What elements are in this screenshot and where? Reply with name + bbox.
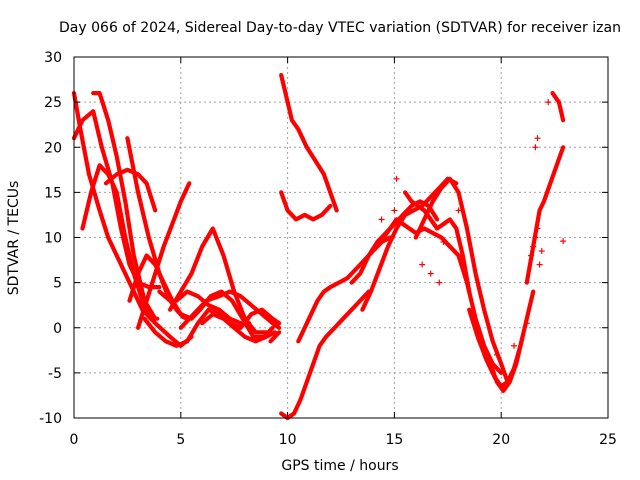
y-tick-label: 20 (44, 140, 62, 156)
plus-marker (545, 99, 552, 106)
x-tick-label: 0 (70, 432, 79, 448)
plus-marker (538, 248, 545, 255)
series-arc-27 (524, 145, 566, 285)
y-tick-label: 0 (53, 321, 62, 337)
x-tick-label: 10 (279, 432, 297, 448)
series-arc-23 (413, 176, 510, 384)
x-axis-label: GPS time / hours (281, 458, 398, 474)
series-arc-13 (200, 312, 277, 344)
series-arc-9 (157, 289, 275, 339)
plus-marker (534, 135, 541, 142)
plus-marker (534, 225, 541, 232)
chart-ticks: 0 5 10 15 20 25 -10 -5 0 5 10 15 20 25 30 (39, 50, 617, 448)
chart-title: Day 066 of 2024, Sidereal Day-to-day VTE… (59, 20, 621, 36)
series-arc-24 (403, 190, 472, 294)
plus-marker (528, 252, 535, 259)
y-tick-label: 5 (53, 276, 62, 292)
plus-marker (436, 279, 443, 286)
x-tick-label: 20 (492, 432, 510, 448)
y-axis-label: SDTVAR / TECUs (6, 181, 22, 296)
series-arc-12 (178, 289, 282, 330)
series-arc-3 (80, 163, 160, 321)
x-tick-label: 15 (385, 432, 403, 448)
chart-scattered-marks (378, 99, 567, 358)
series-arc-28 (550, 90, 566, 123)
y-tick-label: 30 (44, 50, 62, 66)
plus-marker (523, 320, 530, 327)
series-arc-1 (71, 109, 162, 290)
chart-series (71, 72, 566, 421)
plus-marker (440, 239, 447, 246)
series-arc-18 (279, 289, 371, 421)
series-arc-4 (91, 90, 158, 321)
plus-marker (536, 261, 543, 268)
series-arc-2 (71, 90, 194, 348)
plus-marker (493, 351, 500, 358)
x-tick-label: 5 (176, 432, 185, 448)
plus-marker (391, 207, 398, 214)
plus-marker (532, 234, 539, 241)
series-arc-15 (268, 330, 282, 344)
plus-marker (419, 261, 426, 268)
series-arc-11 (168, 226, 269, 335)
plus-marker (427, 270, 434, 277)
series-arc-22 (381, 217, 504, 375)
series-arc-26 (488, 334, 525, 393)
series-arc-10 (174, 289, 252, 326)
plus-marker (378, 216, 385, 223)
y-tick-label: 15 (44, 185, 62, 201)
series-arc-14 (136, 181, 192, 330)
plus-marker (455, 207, 462, 214)
y-tick-label: -10 (39, 411, 62, 427)
series-arc-19 (296, 235, 393, 344)
plus-marker (532, 144, 539, 151)
y-tick-label: -5 (48, 366, 62, 382)
plus-marker (530, 243, 537, 250)
y-tick-label: 25 (44, 95, 62, 111)
series-arc-16 (279, 72, 339, 213)
plus-marker (511, 342, 518, 349)
x-tick-label: 25 (599, 432, 617, 448)
plus-marker (560, 238, 567, 245)
plus-marker (393, 175, 400, 182)
y-tick-label: 10 (44, 231, 62, 247)
chart-grid (74, 57, 608, 418)
series-arc-17 (279, 190, 333, 222)
series-arc-25 (467, 289, 536, 389)
